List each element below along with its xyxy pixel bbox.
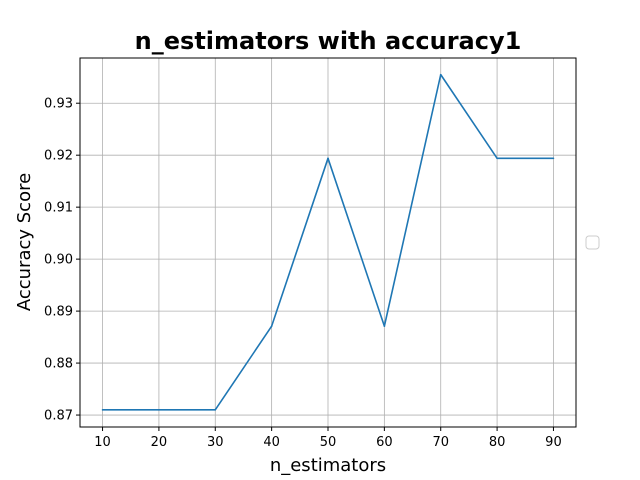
y-axis-ticks: 0.87 0.88 0.89 0.90 0.91 0.92 0.93 [44,97,80,424]
data-point [214,409,217,411]
x-tick-label: 10 [94,435,111,450]
series-layer [101,73,555,411]
x-tick-label: 70 [432,435,449,450]
x-axis-label: n_estimators [270,455,386,476]
y-tick-label: 0.90 [44,253,73,268]
grid-lines [80,58,576,427]
x-tick-label: 80 [489,435,506,450]
data-point [552,157,555,160]
x-tick-label: 90 [545,435,562,450]
data-point [327,157,329,160]
chart-title: n_estimators with accuracy1 [135,27,522,55]
x-tick-label: 30 [207,435,224,450]
data-point [439,73,442,76]
y-tick-label: 0.93 [44,97,73,112]
y-tick-label: 0.88 [44,357,73,372]
x-tick-label: 50 [320,435,337,450]
y-tick-label: 0.87 [44,409,73,424]
data-point [496,157,498,160]
data-point [101,409,104,411]
x-tick-label: 60 [376,435,393,450]
empty-legend-box [585,235,600,250]
y-axis-label: Accuracy Score [14,173,35,311]
data-point [383,325,386,327]
y-tick-label: 0.92 [44,149,73,164]
y-tick-label: 0.91 [44,201,73,216]
x-tick-label: 20 [151,435,168,450]
y-tick-label: 0.89 [44,305,73,320]
data-point [158,409,160,411]
data-point [270,325,273,327]
x-axis-ticks: 10 20 30 40 50 60 70 80 90 [94,427,562,450]
x-tick-label: 40 [263,435,280,450]
